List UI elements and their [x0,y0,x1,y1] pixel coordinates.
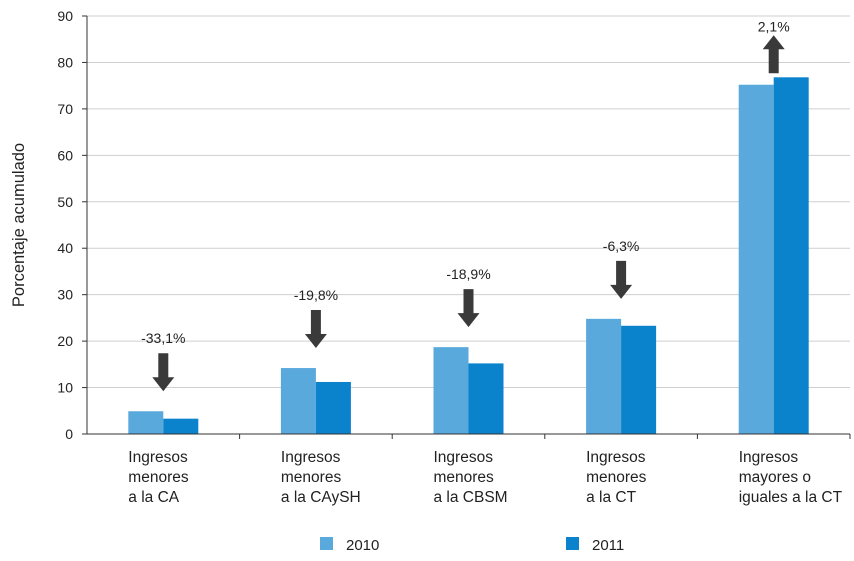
y-tick-label: 50 [57,194,73,210]
y-tick-label: 30 [57,287,73,303]
legend-label: 2010 [346,537,379,554]
bar-2010 [739,85,774,434]
bar-2010 [434,347,469,434]
down-arrow-icon [610,261,632,299]
legend-label: 2011 [592,537,624,554]
x-category-label: a la CBSM [434,489,508,506]
bar-2011 [621,326,656,434]
down-arrow-icon [305,310,327,348]
bar-2011 [469,363,504,434]
bar-2011 [163,419,198,434]
y-tick-label: 0 [65,426,73,442]
annotations: -33,1% -19,8% -18,9% -6,3% 2,1% [141,18,790,391]
x-category-label: mayores o [739,469,811,486]
x-category-label: a la CA [128,489,179,506]
bars [128,77,808,434]
x-category-label: Ingresos [434,449,494,466]
y-tick-label: 70 [57,101,73,117]
y-tick-label: 60 [57,147,73,163]
x-category-label: menores [434,469,495,486]
gridlines [87,16,850,388]
bar-2010 [128,411,163,434]
bar-2010 [281,368,316,434]
change-label: 2,1% [758,18,790,34]
x-category-label: a la CAySH [281,489,361,506]
y-ticks: 0 10 20 30 40 50 60 70 80 90 [57,8,87,442]
x-category-label: Ingresos [586,449,646,466]
y-tick-label: 10 [57,380,73,396]
legend: 2010 2011 [320,537,624,554]
y-tick-label: 80 [57,54,73,70]
up-arrow-icon [763,35,785,73]
down-arrow-icon [152,353,174,391]
y-tick-label: 90 [57,8,73,24]
bar-2010 [586,319,621,434]
x-category-label: menores [586,469,647,486]
legend-swatch-2010 [320,537,333,550]
x-category-label: Ingresos [739,449,799,466]
x-category-label: a la CT [586,489,636,506]
change-label: -18,9% [446,266,490,282]
y-tick-label: 20 [57,333,73,349]
bar-2011 [774,77,809,434]
change-label: -33,1% [141,330,185,346]
bar-2011 [316,382,351,434]
legend-swatch-2011 [566,537,579,550]
change-label: -19,8% [294,287,338,303]
y-axis-label: Porcentaje acumulado [10,143,28,307]
y-tick-label: 40 [57,240,73,256]
x-categories: Ingresos menores a la CA Ingresos menores a l… [128,434,850,506]
x-category-label: Ingresos [281,449,341,466]
x-category-label: menores [281,469,342,486]
x-category-label: iguales a la CT [739,489,843,506]
change-label: -6,3% [603,238,640,254]
x-category-label: Ingresos [128,449,188,466]
x-category-label: menores [128,469,189,486]
